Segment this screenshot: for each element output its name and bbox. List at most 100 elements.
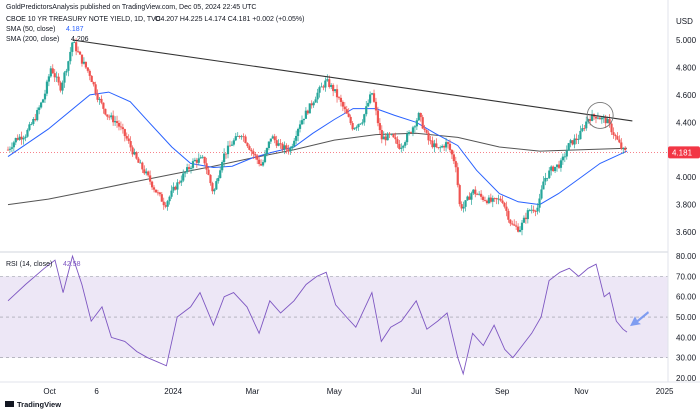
candlestick-series: [6, 38, 627, 236]
candle-down: [419, 112, 422, 118]
candle-down: [513, 224, 516, 226]
candle-up: [168, 196, 171, 202]
candle-down: [285, 145, 288, 150]
candle-up: [487, 197, 490, 204]
sma200-legend-label[interactable]: SMA (200, close): [6, 36, 59, 43]
candle-down: [59, 82, 62, 91]
candle-down: [524, 217, 527, 220]
candle-down: [78, 51, 82, 55]
candle-down: [423, 128, 426, 131]
candle-up: [466, 196, 469, 201]
candle-up: [172, 186, 175, 191]
candle-down: [310, 103, 313, 106]
candle-down: [448, 143, 452, 150]
candle-down: [250, 149, 253, 152]
tradingview-brand: TradingView: [17, 400, 61, 409]
candle-up: [540, 189, 543, 199]
candle-down: [156, 192, 160, 194]
candle-down: [458, 185, 461, 205]
candle-down: [187, 167, 191, 169]
candle-up: [573, 138, 576, 145]
rsi-tick-label: 70.00: [676, 272, 697, 281]
candle-down: [92, 82, 95, 85]
candle-down: [431, 140, 434, 148]
rsi-legend-label[interactable]: RSI (14, close): [6, 261, 52, 268]
candle-down: [94, 84, 97, 94]
candle-down: [147, 171, 150, 176]
candle-down: [396, 139, 399, 145]
candle-up: [293, 140, 296, 147]
rsi-line: [7, 254, 628, 376]
candle-up: [8, 148, 12, 150]
candle-up: [606, 119, 609, 124]
price-tick-label: 5.000: [676, 36, 697, 45]
candle-down: [474, 189, 477, 195]
candle-up: [402, 145, 405, 148]
candle-up: [363, 114, 366, 123]
candle-down: [322, 86, 325, 88]
candle-down: [102, 102, 105, 109]
candle-down: [501, 200, 504, 203]
time-axis[interactable]: Oct 6 2024 Mar May Jul Sep Nov 2025: [43, 387, 674, 396]
rsi-tick-label: 30.00: [676, 354, 697, 363]
candle-up: [18, 136, 21, 140]
price-tick-label: 3.600: [676, 228, 697, 237]
candle-up: [43, 93, 47, 100]
candle-up: [491, 198, 494, 202]
candle-up: [386, 133, 389, 141]
candle-down: [509, 219, 512, 224]
candle-down: [57, 76, 60, 83]
candle-up: [542, 181, 545, 190]
candle-up: [67, 61, 70, 71]
time-tick-label: 6: [94, 387, 99, 396]
candle-down: [534, 211, 537, 212]
candle-down: [347, 113, 350, 117]
candle-down: [376, 110, 380, 124]
candle-down: [287, 149, 290, 152]
candle-up: [433, 143, 436, 148]
candle-up: [413, 126, 417, 128]
candle-down: [618, 139, 621, 143]
time-tick-label: Sep: [495, 387, 510, 396]
candle-up: [197, 158, 200, 163]
candle-up: [232, 140, 235, 145]
candle-up: [470, 193, 473, 200]
candle-up: [22, 138, 25, 140]
candle-up: [520, 222, 524, 230]
candle-up: [526, 210, 529, 220]
candle-up: [221, 162, 224, 171]
candle-up: [24, 136, 27, 139]
price-tick-label: 4.600: [676, 91, 697, 100]
currency-label: USD: [676, 17, 693, 26]
sma50-legend-label[interactable]: SMA (50, close): [6, 26, 55, 33]
candle-down: [164, 205, 167, 207]
time-tick-label: Nov: [574, 387, 588, 396]
candle-up: [73, 42, 76, 44]
symbol-legend[interactable]: CBOE 10 YR TREASURY NOTE YIELD, 1D, TVC: [6, 16, 161, 23]
candle-down: [339, 97, 343, 102]
candle-down: [306, 110, 309, 114]
candle-down: [195, 159, 198, 163]
candle-down: [211, 183, 214, 192]
candle-up: [320, 86, 323, 88]
candle-up: [382, 136, 385, 140]
candle-up: [49, 68, 52, 77]
candle-down: [86, 67, 89, 71]
candle-up: [265, 148, 269, 154]
candle-down: [117, 123, 121, 127]
candle-down: [127, 138, 130, 142]
candle-down: [598, 117, 601, 120]
tradingview-logo[interactable]: TradingView: [5, 400, 61, 409]
candle-up: [30, 123, 33, 125]
rsi-series: [7, 254, 628, 376]
candle-down: [575, 138, 578, 140]
sma200-line: [7, 132, 628, 206]
candle-up: [28, 124, 31, 130]
candle-down: [258, 159, 261, 165]
candle-down: [20, 136, 23, 140]
candle-up: [63, 72, 66, 83]
candle-down: [115, 121, 119, 124]
rsi-axis[interactable]: 80.00 70.00 60.00 50.00 40.00 30.00 20.00: [676, 252, 697, 383]
candle-down: [112, 115, 115, 123]
candle-down: [129, 141, 132, 148]
